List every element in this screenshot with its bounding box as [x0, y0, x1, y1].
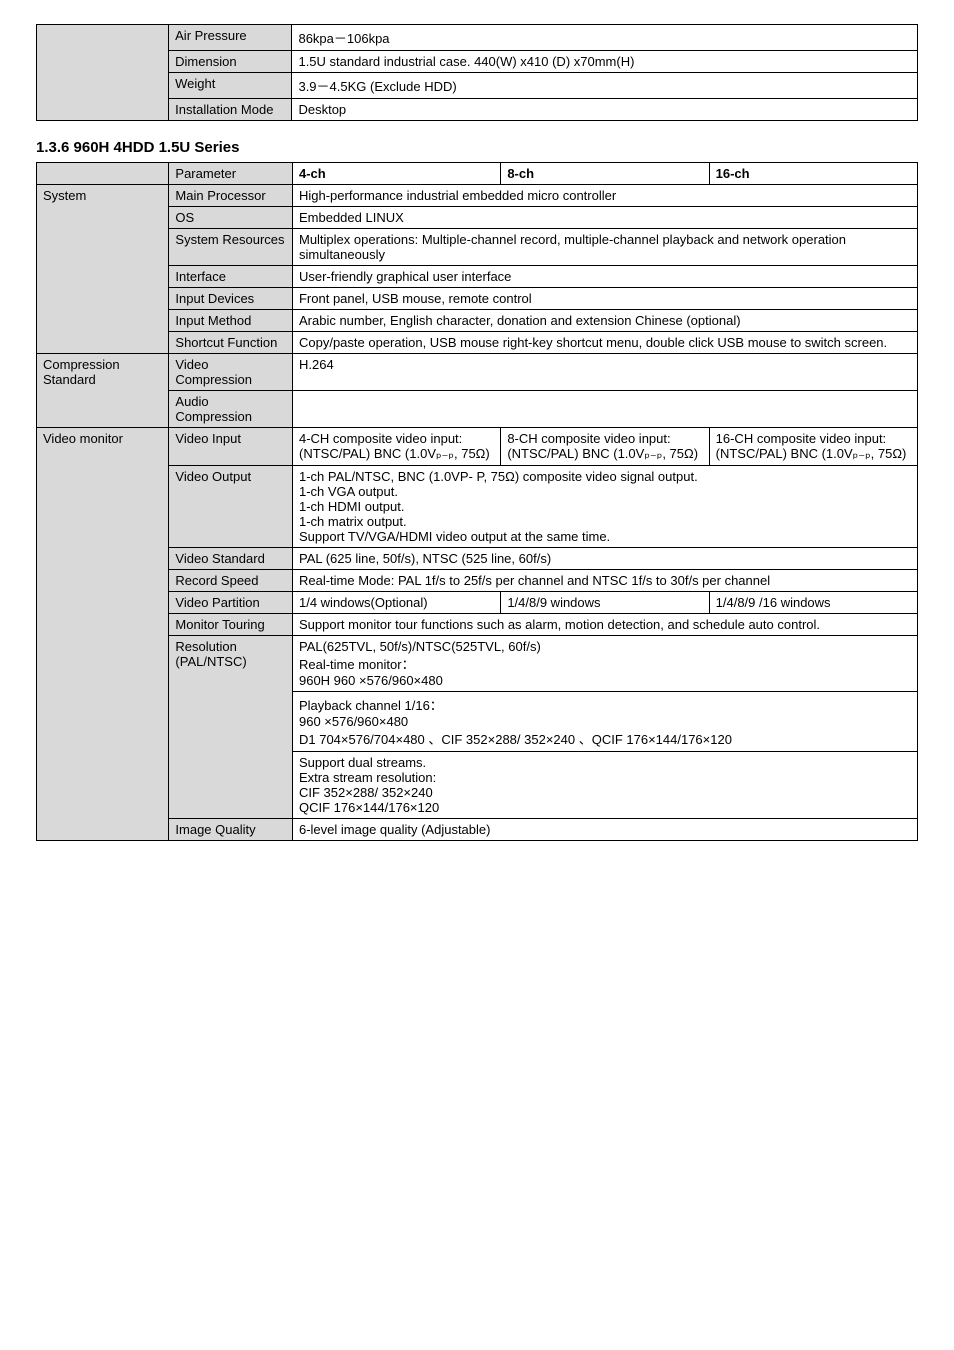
row-label: Video Output: [169, 466, 293, 548]
header-4ch-label: 4-ch: [299, 166, 326, 181]
row-value: High-performance industrial embedded mic…: [292, 185, 917, 207]
row-label: Monitor Touring: [169, 614, 293, 636]
table-row: Compression Standard Video Compression H…: [37, 354, 918, 391]
row-label: Shortcut Function: [169, 332, 293, 354]
row-label: Record Speed: [169, 570, 293, 592]
row-label: Installation Mode: [169, 99, 292, 121]
row-value: Multiplex operations: Multiple-channel r…: [292, 229, 917, 266]
header-16ch-label: 16-ch: [716, 166, 750, 181]
row-label: Video Compression: [169, 354, 293, 391]
table-row: System Main Processor High-performance i…: [37, 185, 918, 207]
row-label: System Resources: [169, 229, 293, 266]
section-title: 1.3.6 960H 4HDD 1.5U Series: [36, 139, 918, 156]
table-row: Input Devices Front panel, USB mouse, re…: [37, 288, 918, 310]
table-row: Installation Mode Desktop: [37, 99, 918, 121]
table-row: Input Method Arabic number, English char…: [37, 310, 918, 332]
row-value: Arabic number, English character, donati…: [292, 310, 917, 332]
table-row: Audio Compression: [37, 391, 918, 428]
row-value: 6-level image quality (Adjustable): [292, 819, 917, 841]
row-label: Air Pressure: [169, 25, 292, 51]
row-label: OS: [169, 207, 293, 229]
table-row: Interface User-friendly graphical user i…: [37, 266, 918, 288]
header-8ch: 8-ch: [501, 163, 709, 185]
row-value: Real-time Mode: PAL 1f/s to 25f/s per ch…: [292, 570, 917, 592]
row-label: Video Standard: [169, 548, 293, 570]
table-row: Resolution (PAL/NTSC) PAL(625TVL, 50f/s)…: [37, 636, 918, 692]
row-value: Support monitor tour functions such as a…: [292, 614, 917, 636]
header-16ch: 16-ch: [709, 163, 917, 185]
row-value: PAL(625TVL, 50f/s)/NTSC(525TVL, 60f/s) R…: [292, 636, 917, 692]
row-value: 3.9－4.5KG (Exclude HDD): [292, 73, 918, 99]
row-value: 86kpa－106kpa: [292, 25, 918, 51]
row-value: [292, 391, 917, 428]
row-label: Video Input: [169, 428, 293, 466]
table-row: Video monitor Video Input 4-CH composite…: [37, 428, 918, 466]
row-label: Weight: [169, 73, 292, 99]
table-row: Video Output 1-ch PAL/NTSC, BNC (1.0VP- …: [37, 466, 918, 548]
table-row: Monitor Touring Support monitor tour fun…: [37, 614, 918, 636]
row-value: 1-ch PAL/NTSC, BNC (1.0VP- P, 75Ω) compo…: [292, 466, 917, 548]
row-value-16ch: 1/4/8/9 /16 windows: [709, 592, 917, 614]
header-4ch: 4-ch: [292, 163, 500, 185]
table-header: Parameter 4-ch 8-ch 16-ch: [37, 163, 918, 185]
row-value-4ch: 1/4 windows(Optional): [292, 592, 500, 614]
row-label: Video Partition: [169, 592, 293, 614]
row-label: Dimension: [169, 51, 292, 73]
row-value-4ch: 4-CH composite video input: (NTSC/PAL) B…: [292, 428, 500, 466]
row-value: Playback channel 1/16： 960 ×576/960×480 …: [292, 692, 917, 752]
row-label: Main Processor: [169, 185, 293, 207]
row-value: H.264: [292, 354, 917, 391]
row-value-8ch: 1/4/8/9 windows: [501, 592, 709, 614]
group-system: System: [37, 185, 169, 354]
header-parameter: Parameter: [169, 163, 293, 185]
row-label: Audio Compression: [169, 391, 293, 428]
row-value-8ch: 8-CH composite video input: (NTSC/PAL) B…: [501, 428, 709, 466]
row-value: Front panel, USB mouse, remote control: [292, 288, 917, 310]
empty-corner: [37, 163, 169, 185]
table-row: Weight 3.9－4.5KG (Exclude HDD): [37, 73, 918, 99]
row-label: Input Method: [169, 310, 293, 332]
table-row: Record Speed Real-time Mode: PAL 1f/s to…: [37, 570, 918, 592]
row-value: Copy/paste operation, USB mouse right-ke…: [292, 332, 917, 354]
row-label: Resolution (PAL/NTSC): [169, 636, 293, 819]
row-value: Desktop: [292, 99, 918, 121]
table-row: Video Partition 1/4 windows(Optional) 1/…: [37, 592, 918, 614]
row-value: User-friendly graphical user interface: [292, 266, 917, 288]
row-label: Interface: [169, 266, 293, 288]
table-air-pressure: Air Pressure 86kpa－106kpa Dimension 1.5U…: [36, 24, 918, 121]
row-value: 1.5U standard industrial case. 440(W) x4…: [292, 51, 918, 73]
row-value: Support dual streams. Extra stream resol…: [292, 752, 917, 819]
group-compression: Compression Standard: [37, 354, 169, 428]
table-row: Shortcut Function Copy/paste operation, …: [37, 332, 918, 354]
table-960h-series: Parameter 4-ch 8-ch 16-ch System Main Pr…: [36, 162, 918, 841]
table-row: Image Quality 6-level image quality (Adj…: [37, 819, 918, 841]
header-8ch-label: 8-ch: [507, 166, 534, 181]
empty-group-cell: [37, 25, 169, 121]
row-value-16ch: 16-CH composite video input: (NTSC/PAL) …: [709, 428, 917, 466]
table-row: Air Pressure 86kpa－106kpa: [37, 25, 918, 51]
table-row: Dimension 1.5U standard industrial case.…: [37, 51, 918, 73]
row-value: Embedded LINUX: [292, 207, 917, 229]
table-row: OS Embedded LINUX: [37, 207, 918, 229]
row-label: Input Devices: [169, 288, 293, 310]
group-video-monitor: Video monitor: [37, 428, 169, 841]
row-value: PAL (625 line, 50f/s), NTSC (525 line, 6…: [292, 548, 917, 570]
table-row: Video Standard PAL (625 line, 50f/s), NT…: [37, 548, 918, 570]
row-label: Image Quality: [169, 819, 293, 841]
table-row: System Resources Multiplex operations: M…: [37, 229, 918, 266]
